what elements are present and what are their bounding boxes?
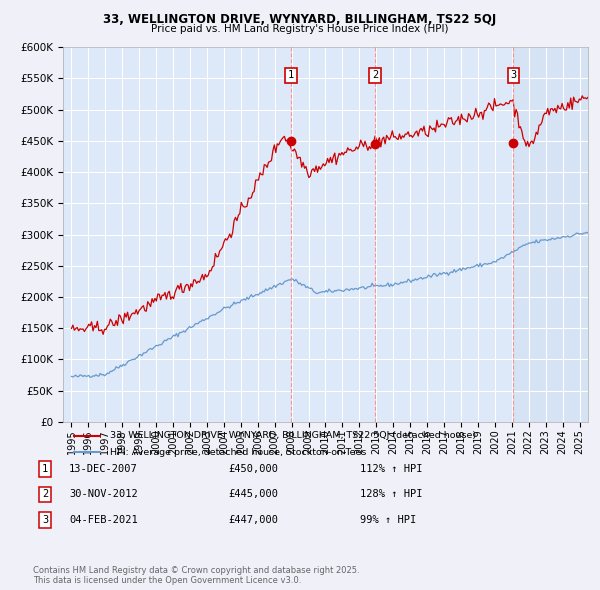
Text: 3: 3 bbox=[510, 70, 517, 80]
Text: 2: 2 bbox=[372, 70, 378, 80]
Text: 3: 3 bbox=[42, 515, 48, 525]
Text: 33, WELLINGTON DRIVE, WYNYARD, BILLINGHAM, TS22 5QJ: 33, WELLINGTON DRIVE, WYNYARD, BILLINGHA… bbox=[103, 13, 497, 26]
Text: £447,000: £447,000 bbox=[228, 515, 278, 525]
Text: 04-FEB-2021: 04-FEB-2021 bbox=[69, 515, 138, 525]
Text: Contains HM Land Registry data © Crown copyright and database right 2025.
This d: Contains HM Land Registry data © Crown c… bbox=[33, 566, 359, 585]
Bar bbox=[514, 47, 588, 422]
Text: £445,000: £445,000 bbox=[228, 490, 278, 499]
Text: £450,000: £450,000 bbox=[228, 464, 278, 474]
Text: Price paid vs. HM Land Registry's House Price Index (HPI): Price paid vs. HM Land Registry's House … bbox=[151, 24, 449, 34]
Text: 2: 2 bbox=[42, 490, 48, 499]
Text: 99% ↑ HPI: 99% ↑ HPI bbox=[360, 515, 416, 525]
Text: HPI: Average price, detached house, Stockton-on-Tees: HPI: Average price, detached house, Stoc… bbox=[110, 448, 367, 457]
Text: 1: 1 bbox=[287, 70, 294, 80]
Text: 128% ↑ HPI: 128% ↑ HPI bbox=[360, 490, 422, 499]
Text: 13-DEC-2007: 13-DEC-2007 bbox=[69, 464, 138, 474]
Text: 112% ↑ HPI: 112% ↑ HPI bbox=[360, 464, 422, 474]
Text: 1: 1 bbox=[42, 464, 48, 474]
Text: 30-NOV-2012: 30-NOV-2012 bbox=[69, 490, 138, 499]
Text: 33, WELLINGTON DRIVE, WYNYARD, BILLINGHAM, TS22 5QJ (detached house): 33, WELLINGTON DRIVE, WYNYARD, BILLINGHA… bbox=[110, 431, 476, 440]
